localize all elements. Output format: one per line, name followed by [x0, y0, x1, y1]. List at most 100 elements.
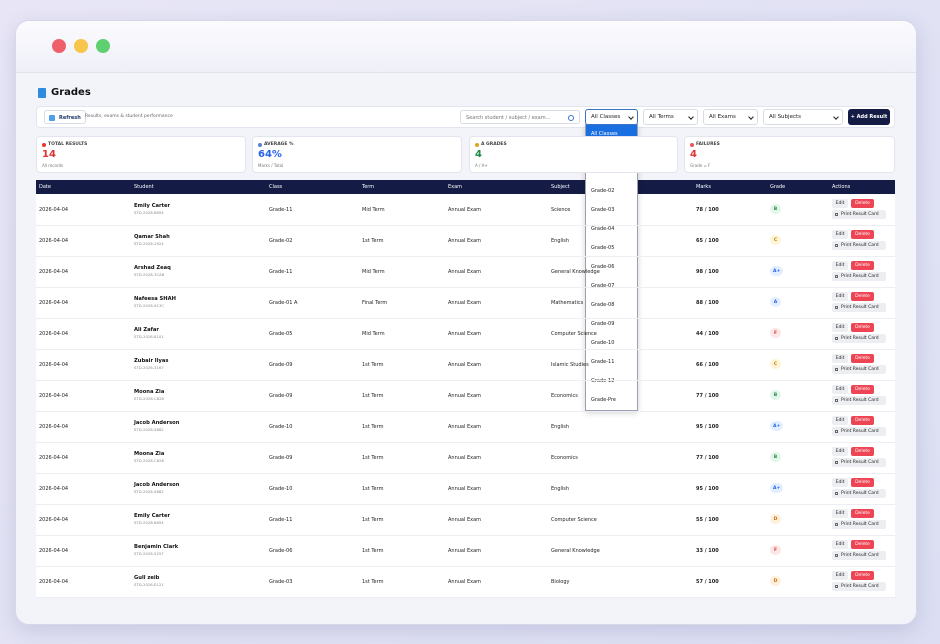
print-button[interactable]: Print Result Card: [832, 210, 886, 219]
delete-button[interactable]: Delete: [851, 447, 874, 456]
dropdown-option[interactable]: Grade-Pre: [591, 397, 616, 403]
student-name: Nafeesa SHAH: [134, 296, 176, 302]
page-title: Grades: [51, 87, 91, 98]
subject-cell: Biology: [551, 579, 570, 585]
student-id: STD-2026-C828: [134, 458, 164, 463]
print-button[interactable]: Print Result Card: [832, 489, 886, 498]
edit-button[interactable]: Edit: [832, 385, 848, 394]
print-button[interactable]: Print Result Card: [832, 303, 886, 312]
class-cell: Grade-10: [269, 424, 293, 430]
delete-button[interactable]: Delete: [851, 230, 874, 239]
delete-button[interactable]: Delete: [851, 199, 874, 208]
print-label: Print Result Card: [841, 274, 879, 279]
print-button[interactable]: Print Result Card: [832, 365, 886, 374]
print-label: Print Result Card: [841, 398, 879, 403]
print-button[interactable]: Print Result Card: [832, 241, 886, 250]
edit-button[interactable]: Edit: [832, 540, 848, 549]
dropdown-option[interactable]: Grade-09: [591, 321, 615, 327]
search-placeholder: Search student / subject / exam...: [466, 115, 551, 121]
delete-button[interactable]: Delete: [851, 416, 874, 425]
add-result-button[interactable]: + Add Result: [848, 109, 890, 125]
delete-button[interactable]: Delete: [851, 571, 874, 580]
dropdown-option[interactable]: Grade-10: [591, 340, 615, 346]
student-id: STD-2026-913C: [134, 303, 164, 308]
grade-badge: B: [770, 452, 781, 462]
dropdown-option[interactable]: Grade-03: [591, 207, 615, 213]
dropdown-option[interactable]: Grade-07: [591, 283, 615, 289]
grade-badge: F: [770, 328, 781, 338]
subject-cell: English: [551, 424, 570, 430]
edit-button[interactable]: Edit: [832, 478, 848, 487]
dropdown-option[interactable]: Grade-02: [591, 188, 615, 194]
marks-cell: 77 / 100: [696, 393, 719, 399]
term-cell: 1st Term: [362, 548, 384, 554]
delete-button[interactable]: Delete: [851, 292, 874, 301]
filter-select[interactable]: All Subjects: [763, 109, 843, 125]
delete-button[interactable]: Delete: [851, 354, 874, 363]
date-cell: 2026-04-04: [39, 300, 69, 306]
minimize-button[interactable]: [74, 39, 88, 53]
dropdown-option[interactable]: Grade-04: [591, 226, 615, 232]
print-button[interactable]: Print Result Card: [832, 396, 886, 405]
stat-label: AVERAGE %: [264, 142, 294, 147]
delete-button[interactable]: Delete: [851, 385, 874, 394]
print-label: Print Result Card: [841, 336, 879, 341]
edit-button[interactable]: Edit: [832, 323, 848, 332]
dropdown-option[interactable]: Grade-06: [591, 264, 615, 270]
print-icon: [835, 430, 838, 433]
edit-button[interactable]: Edit: [832, 571, 848, 580]
print-button[interactable]: Print Result Card: [832, 427, 886, 436]
maximize-button[interactable]: [96, 39, 110, 53]
grade-badge: F: [770, 545, 781, 555]
print-button[interactable]: Print Result Card: [832, 272, 886, 281]
marks-cell: 88 / 100: [696, 300, 719, 306]
filter-select[interactable]: All Exams: [703, 109, 758, 125]
refresh-button[interactable]: Refresh: [44, 110, 86, 124]
edit-button[interactable]: Edit: [832, 292, 848, 301]
edit-button[interactable]: Edit: [832, 416, 848, 425]
print-button[interactable]: Print Result Card: [832, 334, 886, 343]
edit-button[interactable]: Edit: [832, 354, 848, 363]
column-header: Grade: [770, 184, 786, 190]
row-divider: [36, 411, 895, 412]
dropdown-option[interactable]: Grade-11: [591, 359, 615, 365]
print-icon: [835, 244, 838, 247]
delete-button[interactable]: Delete: [851, 323, 874, 332]
term-cell: 1st Term: [362, 238, 384, 244]
print-button[interactable]: Print Result Card: [832, 458, 886, 467]
student-name: Gull zeib: [134, 575, 160, 581]
row-divider: [36, 504, 895, 505]
search-box[interactable]: Search student / subject / exam...: [460, 110, 580, 124]
term-cell: 1st Term: [362, 486, 384, 492]
print-button[interactable]: Print Result Card: [832, 582, 886, 591]
edit-button[interactable]: Edit: [832, 447, 848, 456]
filter-select[interactable]: All Terms: [643, 109, 698, 125]
column-header: Actions: [832, 184, 851, 190]
date-cell: 2026-04-04: [39, 207, 69, 213]
row-divider: [36, 256, 895, 257]
delete-button[interactable]: Delete: [851, 478, 874, 487]
stat-card: FAILURES 4 Grade = F: [684, 136, 895, 173]
print-button[interactable]: Print Result Card: [832, 551, 886, 560]
subject-cell: Computer Science: [551, 331, 597, 337]
dropdown-option[interactable]: Grade-08: [591, 302, 615, 308]
print-button[interactable]: Print Result Card: [832, 520, 886, 529]
exam-cell: Annual Exam: [448, 362, 482, 368]
delete-button[interactable]: Delete: [851, 540, 874, 549]
class-cell: Grade-11: [269, 269, 293, 275]
filter-select[interactable]: All Classes: [585, 109, 638, 125]
edit-button[interactable]: Edit: [832, 230, 848, 239]
stat-icon: [475, 143, 479, 147]
dropdown-option[interactable]: Grade-05: [591, 245, 615, 251]
edit-button[interactable]: Edit: [832, 199, 848, 208]
edit-button[interactable]: Edit: [832, 509, 848, 518]
delete-button[interactable]: Delete: [851, 261, 874, 270]
close-button[interactable]: [52, 39, 66, 53]
edit-button[interactable]: Edit: [832, 261, 848, 270]
subject-cell: Mathematics: [551, 300, 584, 306]
grade-badge: B: [770, 390, 781, 400]
dropdown-option[interactable]: Grade-12: [591, 378, 615, 384]
date-cell: 2026-04-04: [39, 424, 69, 430]
delete-button[interactable]: Delete: [851, 509, 874, 518]
